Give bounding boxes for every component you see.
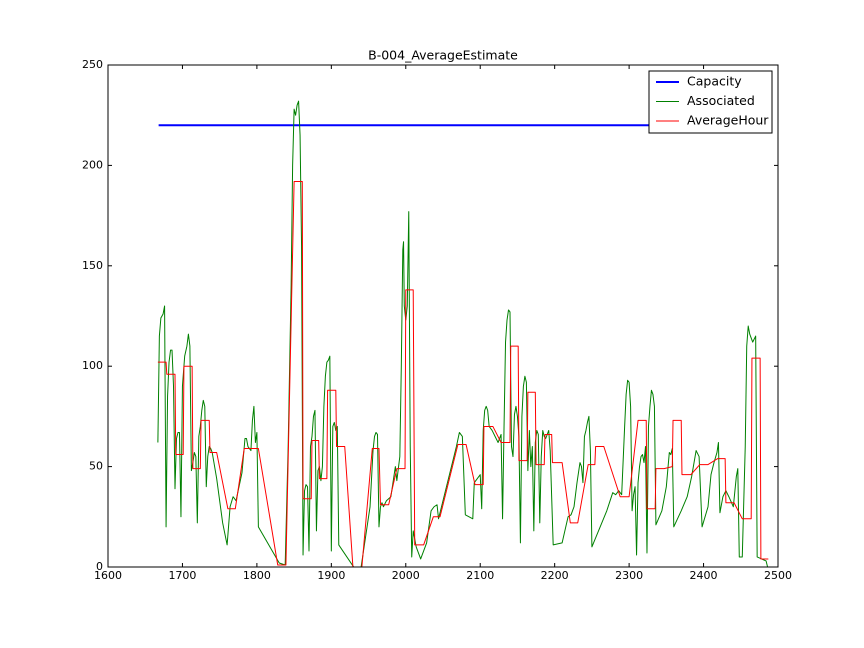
legend-label: Associated: [687, 93, 755, 108]
series-line: [157, 180, 769, 567]
x-tick-label: 1700: [168, 569, 196, 582]
y-tick-label: 200: [82, 158, 103, 171]
y-tick-label: 0: [96, 560, 103, 573]
x-tick-label: 1900: [317, 569, 345, 582]
x-tick-label: 2200: [541, 569, 569, 582]
chart-title: B-004_AverageEstimate: [368, 48, 518, 63]
x-tick-label: 2100: [466, 569, 494, 582]
x-tick-label: 2400: [690, 569, 718, 582]
x-tick-label: 2500: [764, 569, 792, 582]
x-tick-label: 1600: [94, 569, 122, 582]
legend-label: Capacity: [687, 74, 742, 89]
plot-frame: [107, 64, 779, 568]
y-tick-label: 150: [82, 259, 103, 272]
y-tick-label: 250: [82, 58, 103, 71]
y-tick-label: 100: [82, 359, 103, 372]
x-tick-label: 2300: [615, 569, 643, 582]
y-tick-label: 50: [89, 460, 103, 473]
legend-label: AverageHour: [687, 113, 769, 128]
x-tick-label: 2000: [392, 569, 420, 582]
x-tick-label: 1800: [243, 569, 271, 582]
